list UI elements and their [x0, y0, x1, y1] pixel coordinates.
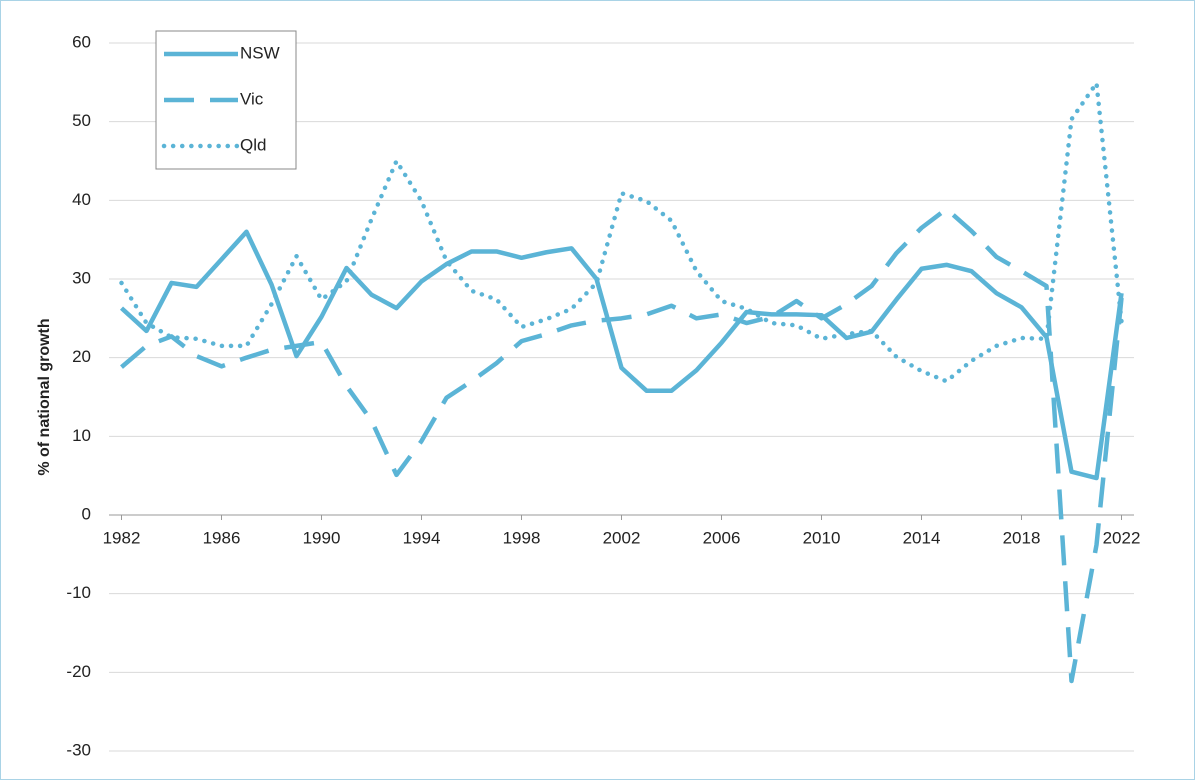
legend-label: NSW	[240, 43, 280, 62]
series-line	[120, 206, 1124, 684]
x-tick-label: 1994	[403, 528, 441, 547]
x-tick-label: 2022	[1103, 528, 1141, 547]
y-tick-label: 30	[72, 268, 91, 287]
x-tick-label: 2010	[803, 528, 841, 547]
y-tick-label: 60	[72, 32, 91, 51]
y-axis-label: % of national growth	[36, 318, 53, 475]
x-tick-label: 2006	[703, 528, 741, 547]
x-tick-label: 2018	[1003, 528, 1041, 547]
x-tick-label: 1982	[103, 528, 141, 547]
y-tick-label: 10	[72, 426, 91, 445]
legend-label: Vic	[240, 89, 264, 108]
y-tick-label: 20	[72, 347, 91, 366]
x-tick-label: 1986	[203, 528, 241, 547]
y-tick-label: 0	[82, 504, 91, 523]
series-line	[119, 229, 1124, 481]
legend-label: Qld	[240, 135, 266, 154]
x-tick-label: 2014	[903, 528, 941, 547]
x-tick-label: 1990	[303, 528, 341, 547]
y-tick-label: -10	[66, 583, 91, 602]
x-tick-label: 1998	[503, 528, 541, 547]
series-line	[119, 80, 1124, 384]
y-tick-label: -30	[66, 740, 91, 759]
y-tick-label: 50	[72, 111, 91, 130]
y-tick-label: 40	[72, 190, 91, 209]
y-tick-label: -20	[66, 662, 91, 681]
x-tick-label: 2002	[603, 528, 641, 547]
